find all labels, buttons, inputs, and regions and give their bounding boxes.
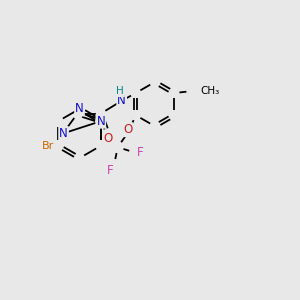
Text: Br: Br bbox=[42, 141, 54, 151]
Text: N: N bbox=[59, 127, 68, 140]
Text: N: N bbox=[75, 102, 84, 116]
Text: N: N bbox=[96, 115, 105, 128]
Text: H: H bbox=[116, 86, 124, 96]
Text: F: F bbox=[137, 146, 144, 159]
Text: O: O bbox=[103, 132, 113, 145]
Text: F: F bbox=[107, 164, 113, 177]
Text: N: N bbox=[117, 94, 126, 107]
Text: O: O bbox=[123, 123, 133, 136]
Text: CH₃: CH₃ bbox=[200, 86, 219, 96]
